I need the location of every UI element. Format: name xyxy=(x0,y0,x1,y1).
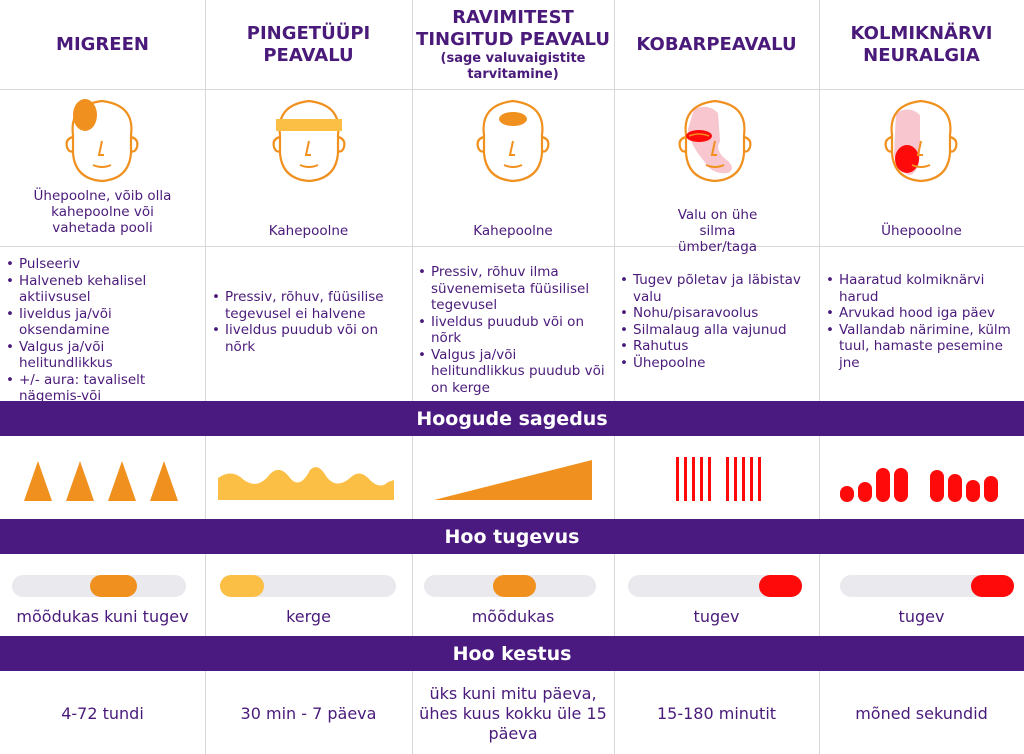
intensity-label: mõõdukas xyxy=(471,607,555,626)
symptom-item: Iiveldus puudub või on nõrk xyxy=(418,314,612,347)
row-divider xyxy=(0,89,1024,90)
pain-side-label: Ühepooolne xyxy=(881,223,962,239)
intensity-fill xyxy=(970,575,1014,597)
duration-value: üks kuni mitu päeva, ühes kuus kokku üle… xyxy=(419,684,607,743)
intensity-fill xyxy=(220,575,264,597)
column-divider xyxy=(614,0,615,754)
intensity-track xyxy=(840,575,1014,597)
symptom-list: Tugev põletav ja läbistav valu Nohu/pisa… xyxy=(620,272,814,371)
duration-value: 4-72 tundi xyxy=(61,704,144,723)
column-subtitle: (sage valuvaigistite tarvitamine) xyxy=(440,50,586,82)
column-divider xyxy=(205,0,206,754)
column-title: PINGETÜÜPI PEAVALU xyxy=(246,22,371,66)
column-divider xyxy=(819,0,820,754)
pain-side-label: Valu on ühe silma ümber/taga xyxy=(677,207,758,255)
symptom-item: Pulseeriv xyxy=(6,256,202,273)
column-header-pingetuupi: PINGETÜÜPI PEAVALU xyxy=(205,0,412,89)
section-band-intensity: Hoo tugevus xyxy=(0,519,1024,554)
symptom-item: Iiveldus ja/või oksendamine xyxy=(6,306,202,339)
frequency-triangles-graphic xyxy=(24,461,178,501)
frequency-bars-graphic xyxy=(676,457,761,501)
section-band-frequency: Hoogude sagedus xyxy=(0,401,1024,436)
row-divider xyxy=(0,246,1024,247)
duration-value: 30 min - 7 päeva xyxy=(240,704,377,723)
symptom-item: Iiveldus puudub või on nõrk xyxy=(212,322,408,355)
symptom-item: Ühepoolne xyxy=(620,355,814,372)
symptom-item: Tugev põletav ja läbistav valu xyxy=(620,272,814,305)
intensity-label: tugev xyxy=(898,607,945,626)
section-band-duration: Hoo kestus xyxy=(0,636,1024,671)
symptom-item: Pressiv, rõhuv ilma süvenemiseta füüsili… xyxy=(418,264,612,314)
duration-value: mõned sekundid xyxy=(855,704,988,723)
duration-value: 15-180 minutit xyxy=(656,704,777,723)
symptom-list: Haaratud kolmiknärvi harud Arvukad hood … xyxy=(826,272,1020,371)
pain-side-label: Ühepoolne, võib olla kahepoolne või vahe… xyxy=(33,188,172,236)
symptom-item: Silmalaug alla vajunud xyxy=(620,322,814,339)
symptom-list: Pressiv, rõhuv ilma süvenemiseta füüsili… xyxy=(418,264,612,396)
intensity-track xyxy=(220,575,396,597)
symptom-item: Arvukad hood iga päev xyxy=(826,305,1020,322)
head-pain-location-icon xyxy=(884,99,958,183)
column-header-kolmiknarvi: KOLMIKNÄRVI NEURALGIA xyxy=(819,0,1024,89)
column-title: RAVIMITEST TINGITUD PEAVALU xyxy=(416,6,610,50)
column-divider xyxy=(412,0,413,754)
symptom-list: Pulseeriv Halveneb kehalisel aktiivsusel… xyxy=(6,256,202,421)
pain-side-label: Kahepoolne xyxy=(473,223,553,239)
column-header-migreen: MIGREEN xyxy=(0,0,205,89)
intensity-track xyxy=(628,575,802,597)
intensity-fill xyxy=(492,575,536,597)
frequency-ramp-graphic xyxy=(434,460,592,500)
intensity-track xyxy=(12,575,186,597)
intensity-fill xyxy=(90,575,138,597)
symptom-list: Pressiv, rõhuv, füüsilise tegevusel ei h… xyxy=(212,289,408,355)
frequency-wave-graphic xyxy=(218,467,394,500)
intensity-label: kerge xyxy=(286,607,331,626)
column-title: KOLMIKNÄRVI NEURALGIA xyxy=(850,22,993,66)
symptom-item: Halveneb kehalisel aktiivsusel xyxy=(6,273,202,306)
symptom-item: Haaratud kolmiknärvi harud xyxy=(826,272,1020,305)
symptom-item: Pressiv, rõhuv, füüsilise tegevusel ei h… xyxy=(212,289,408,322)
column-title: MIGREEN xyxy=(56,33,149,55)
symptom-item: Valgus ja/või helitundlikkus xyxy=(6,339,202,372)
column-title: KOBARPEAVALU xyxy=(636,33,797,55)
head-pain-location-icon xyxy=(65,99,139,183)
intensity-track xyxy=(424,575,596,597)
column-header-ravimitest: RAVIMITEST TINGITUD PEAVALU (sage valuva… xyxy=(412,0,614,89)
head-pain-location-icon xyxy=(272,99,346,183)
intensity-fill xyxy=(758,575,802,597)
column-header-kobarpeavalu: KOBARPEAVALU xyxy=(614,0,819,89)
symptom-item: Nohu/pisaravoolus xyxy=(620,305,814,322)
pain-side-label: Kahepoolne xyxy=(268,223,349,239)
head-pain-location-icon xyxy=(678,99,752,183)
symptom-item: Rahutus xyxy=(620,338,814,355)
intensity-label: tugev xyxy=(693,607,740,626)
head-pain-location-icon xyxy=(476,99,550,183)
symptom-item: Vallandab närimine, külm tuul, hamaste p… xyxy=(826,322,1020,372)
symptom-item: Valgus ja/või helitundlikkus puudub või … xyxy=(418,347,612,397)
frequency-blocks-graphic xyxy=(840,468,998,502)
intensity-label: mõõdukas kuni tugev xyxy=(16,607,189,626)
